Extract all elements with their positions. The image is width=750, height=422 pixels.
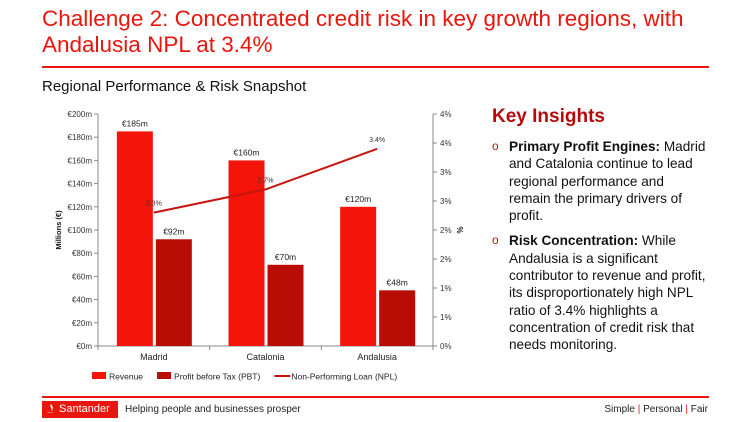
y-tick-label: €80m — [72, 249, 92, 258]
x-tick-label: Madrid — [140, 352, 168, 362]
y-tick-label: €40m — [72, 296, 92, 305]
bar-pbt-andalusia — [379, 290, 416, 346]
bar-data-label: €92m — [163, 226, 184, 236]
value-personal: Personal — [643, 404, 683, 415]
npl-data-label: 2.7% — [258, 177, 274, 184]
footer-tagline: Helping people and businesses prosper — [125, 404, 301, 415]
y-tick-label: €100m — [68, 226, 93, 235]
value-fair: Fair — [690, 404, 708, 415]
y-right-axis-title: % — [455, 226, 464, 233]
bar-revenue-madrid — [116, 131, 153, 346]
footer-divider — [42, 396, 709, 398]
y-right-tick-label: 4% — [440, 139, 452, 148]
y-right-tick-label: 2% — [440, 226, 452, 235]
bar-data-label: €70m — [275, 252, 296, 262]
y-right-tick-label: 1% — [440, 313, 452, 322]
y-tick-label: €160m — [68, 156, 93, 165]
slide-title: Challenge 2: Concentrated credit risk in… — [42, 6, 684, 57]
insight-title: Risk Concentration: — [509, 233, 639, 249]
y-tick-label: €200m — [68, 110, 93, 119]
insight-item: o Risk Concentration: While Andalusia is… — [492, 232, 709, 353]
insight-text: While Andalusia is a significant contrib… — [509, 233, 706, 353]
flame-icon — [47, 404, 55, 413]
y-right-tick-label: 0% — [440, 342, 452, 351]
y-tick-label: €180m — [68, 133, 93, 142]
bar-data-label: €120m — [345, 194, 371, 204]
y-tick-label: €0m — [76, 342, 92, 351]
logo-text: Santander — [59, 403, 110, 415]
santander-logo: Santander — [42, 401, 118, 418]
bar-pbt-madrid — [155, 239, 192, 346]
key-insights-panel: Key Insights o Primary Profit Engines: M… — [492, 106, 722, 362]
y-right-tick-label: 3% — [440, 168, 452, 177]
legend-swatch-0 — [92, 372, 106, 379]
insight-item: o Primary Profit Engines: Madrid and Cat… — [492, 138, 709, 224]
bar-data-label: €160m — [234, 147, 260, 157]
insight-title: Primary Profit Engines: — [509, 139, 661, 154]
bar-data-label: €48m — [387, 277, 408, 287]
npl-data-label: 2.3% — [146, 201, 162, 208]
y-right-tick-label: 2% — [440, 255, 452, 264]
insight-text: Madrid and Catalonia continue to lead re… — [509, 139, 706, 224]
bar-data-label: €185m — [122, 118, 148, 128]
title-divider — [42, 66, 709, 68]
value-simple: Simple — [604, 404, 635, 415]
npl-line — [153, 147, 378, 214]
chart-subtitle: Regional Performance & Risk Snapshot — [42, 78, 307, 95]
y-tick-label: €120m — [68, 203, 93, 212]
x-tick-label: Catalonia — [246, 352, 284, 362]
y-axis-title: Millions (€) — [54, 210, 63, 250]
bar-revenue-andalusia — [340, 206, 377, 346]
y-right-tick-label: 3% — [440, 197, 452, 206]
circle-bullet-icon: o — [492, 233, 499, 248]
legend-label: Profit before Tax (PBT) — [174, 372, 260, 382]
y-tick-label: €20m — [72, 319, 92, 328]
y-tick-label: €60m — [72, 272, 92, 281]
circle-bullet-icon: o — [492, 139, 499, 153]
y-right-tick-label: 1% — [440, 284, 452, 293]
footer-values: Simple | Personal | Fair — [604, 404, 708, 415]
y-tick-label: €140m — [68, 180, 93, 189]
legend-label: Revenue — [109, 372, 143, 382]
legend-label: Non-Performing Loan (NPL) — [291, 372, 397, 382]
bar-revenue-catalonia — [228, 160, 265, 346]
npl-data-label: 3.4% — [369, 137, 385, 144]
legend-swatch-1 — [157, 372, 172, 379]
bar-pbt-catalonia — [267, 264, 304, 346]
y-right-tick-label: 4% — [440, 110, 452, 119]
insights-heading: Key Insights — [492, 106, 605, 127]
x-tick-label: Andalusia — [357, 352, 397, 362]
